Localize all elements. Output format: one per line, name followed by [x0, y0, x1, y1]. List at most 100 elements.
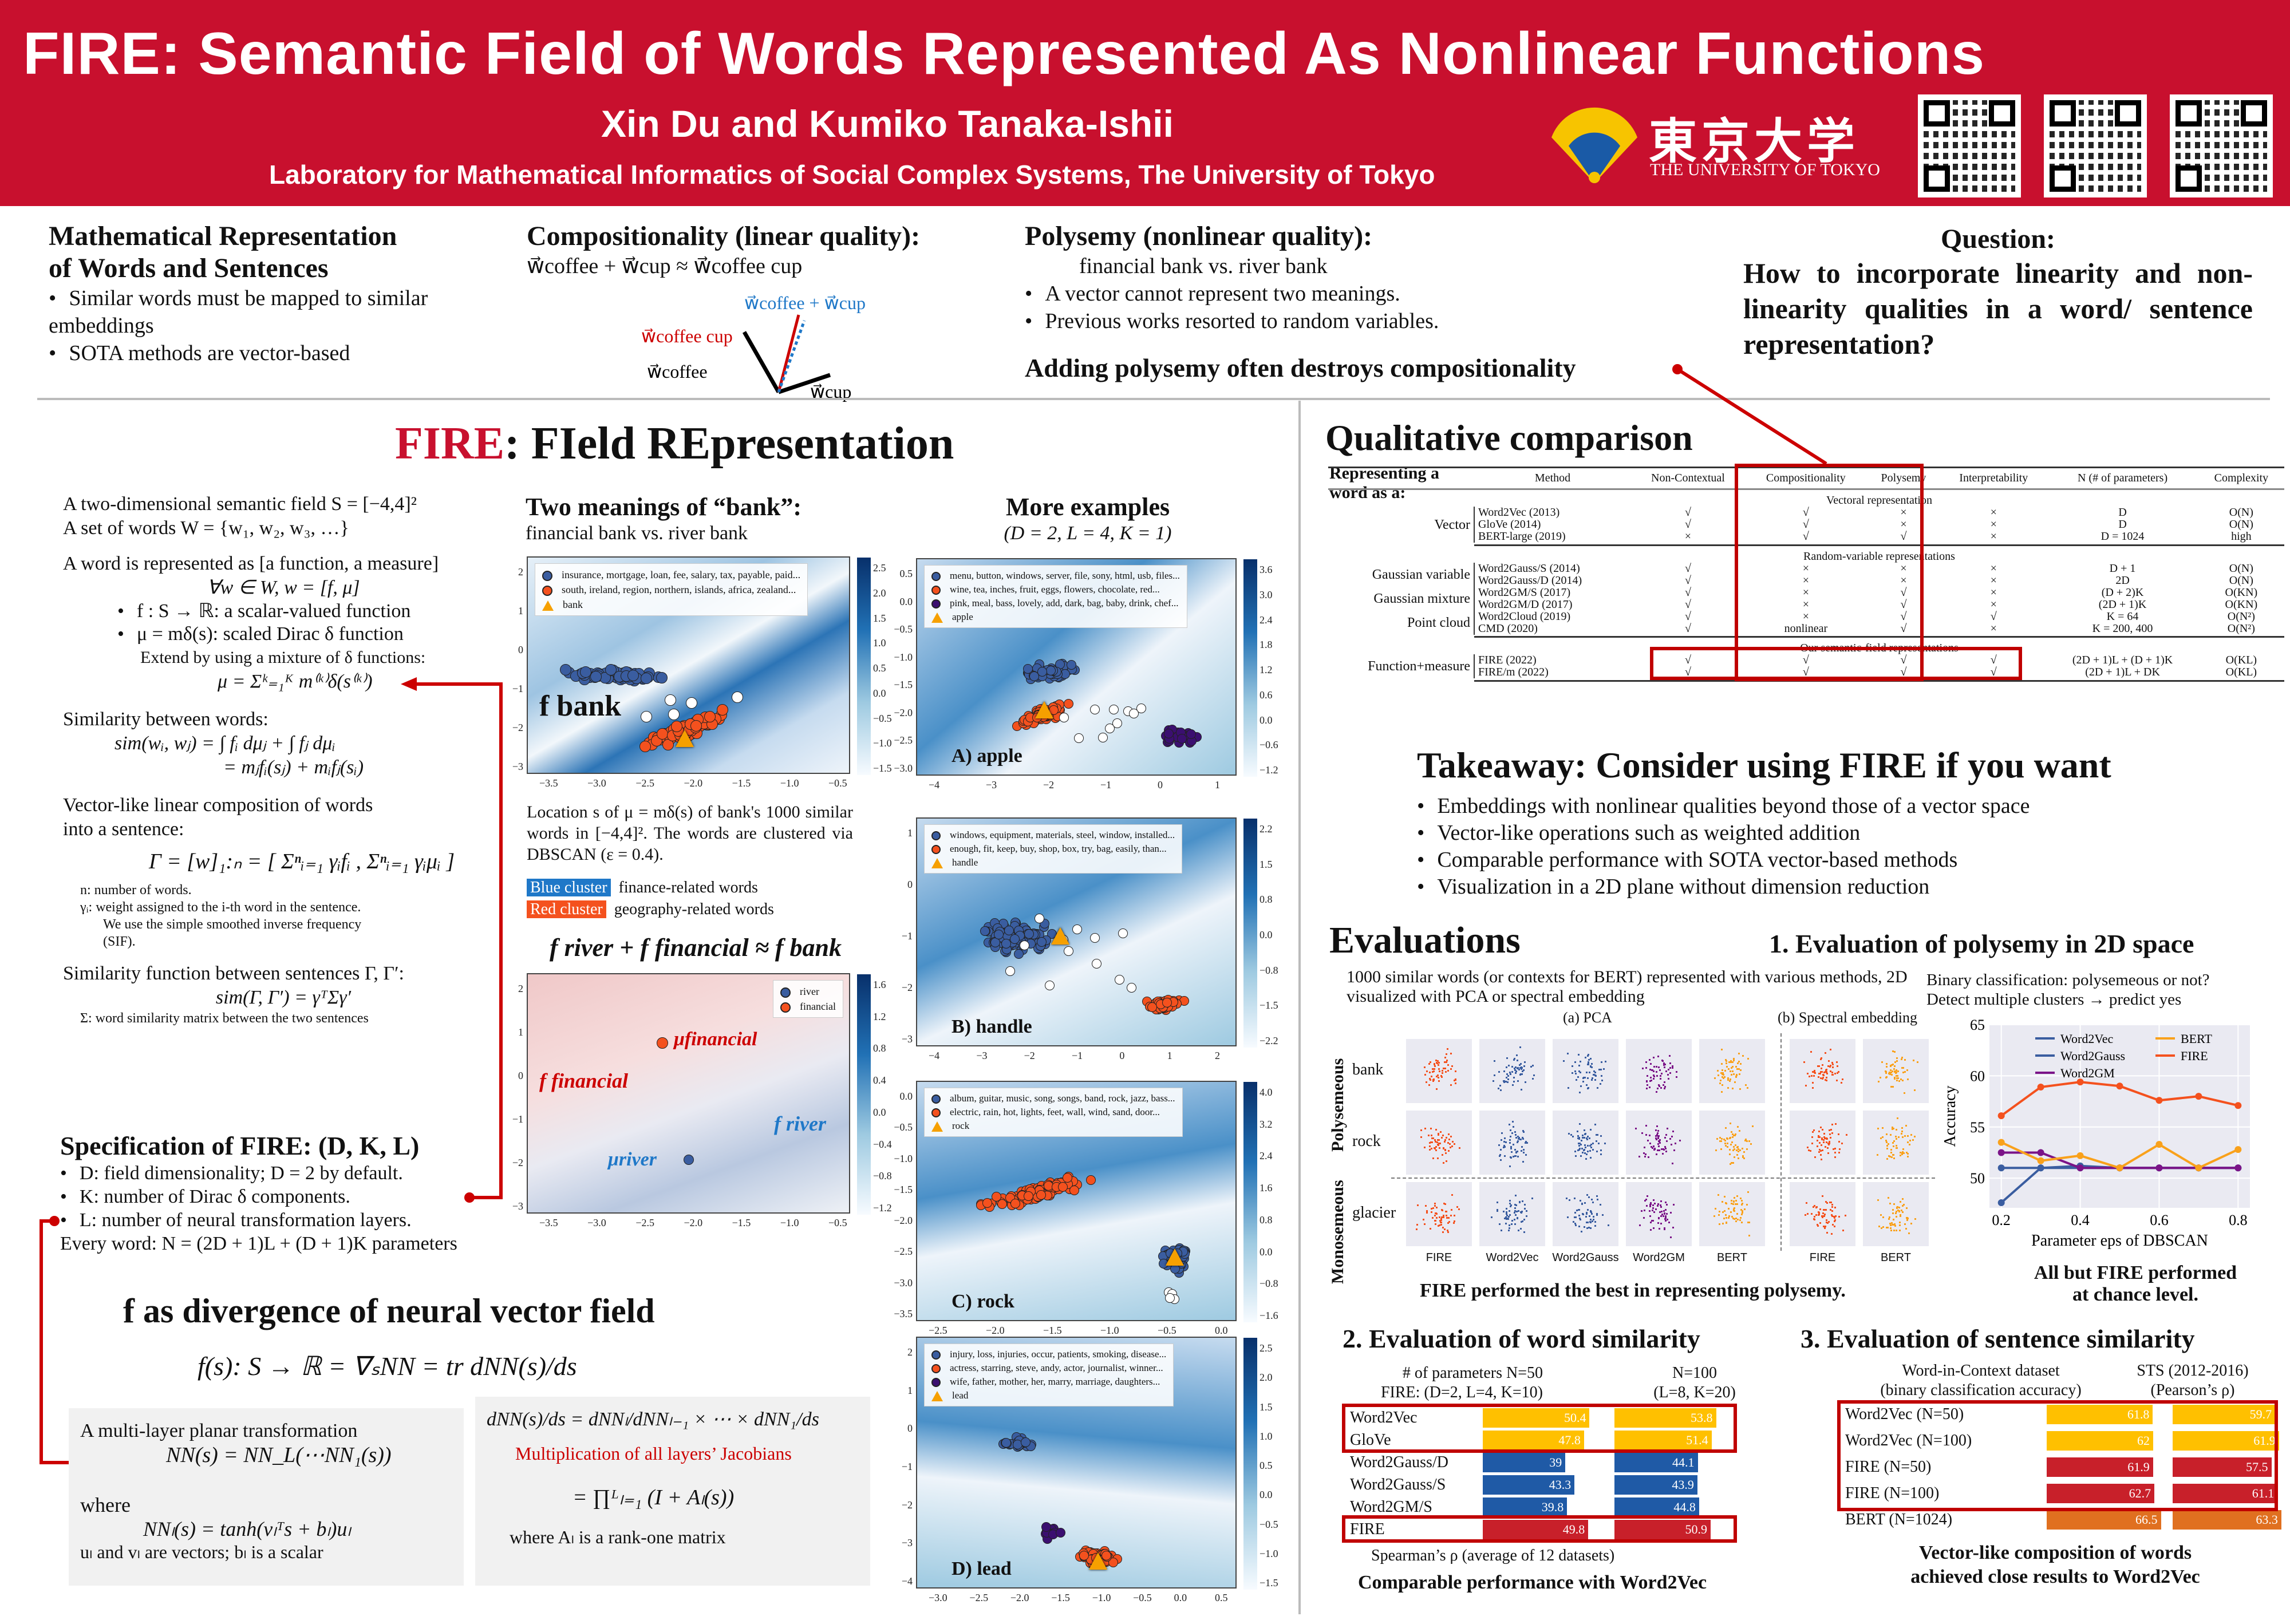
- embedding-point: [1518, 1137, 1520, 1139]
- embedding-point: [1416, 1228, 1418, 1231]
- cluster-point: [1098, 733, 1108, 743]
- embedding-point: [1438, 1076, 1440, 1078]
- embedding-point: [1514, 1195, 1517, 1197]
- embedding-point: [1885, 1141, 1888, 1143]
- embedding-point: [1579, 1218, 1581, 1220]
- cluster-point: [640, 710, 652, 722]
- embedding-point: [1894, 1077, 1896, 1080]
- poster-header: FIRE: Semantic Field of Words Represente…: [0, 0, 2290, 206]
- colorbar-tick: 0.0: [873, 687, 886, 699]
- embedding-point: [1820, 1158, 1822, 1160]
- embedding-point: [1448, 1143, 1451, 1145]
- embedding-point: [1590, 1222, 1592, 1224]
- legend-entry: insurance, mortgage, loan, fee, salary, …: [562, 569, 801, 580]
- embedding-point: [1442, 1154, 1444, 1156]
- takeaway-title: Takeaway: Consider using FIRE if you wan…: [1417, 745, 2111, 785]
- table-cell: O(KN): [2225, 586, 2258, 599]
- embedding-point: [1506, 1081, 1509, 1083]
- spec-heading: Specification of FIRE: (D, K, L): [60, 1131, 420, 1160]
- embedding-point: [1659, 1069, 1661, 1071]
- embedding-point: [1739, 1219, 1742, 1222]
- embedding-point: [1896, 1215, 1898, 1218]
- table-cell: 2D: [2115, 574, 2130, 587]
- table-cell: (2D + 1)K: [2098, 598, 2147, 611]
- embedding-point: [1713, 1077, 1716, 1079]
- table-cell: Word2Gauss/D (2014): [1473, 574, 1632, 587]
- embedding-point: [1891, 1126, 1893, 1128]
- colorbar-tick: 0.8: [873, 1042, 886, 1054]
- embedding-point: [1515, 1072, 1517, 1074]
- compositionality-equation: w⃗coffee + w⃗cup ≈ w⃗coffee cup: [527, 254, 803, 278]
- embedding-point: [1430, 1075, 1432, 1077]
- embedding-point: [1732, 1057, 1735, 1060]
- qr-code-paper[interactable]: [1918, 94, 2021, 197]
- embedding-point: [1589, 1215, 1591, 1217]
- embedding-point: [1732, 1162, 1735, 1164]
- embedding-point: [1420, 1129, 1423, 1131]
- embedding-point: [1720, 1090, 1723, 1093]
- qr-code-github[interactable]: [2044, 94, 2147, 197]
- embedding-point: [1731, 1202, 1733, 1204]
- embedding-point: [1599, 1082, 1601, 1085]
- embedding-point: [1741, 1200, 1743, 1202]
- embedding-point: [1664, 1218, 1667, 1220]
- embedding-point: [1899, 1200, 1901, 1203]
- embedding-point: [1497, 1210, 1499, 1212]
- table-cell: Word2Gauss/S (2014): [1473, 562, 1632, 575]
- embedding-subplot: [1699, 1039, 1765, 1103]
- table-cell: O(N): [2229, 574, 2253, 587]
- embedding-point: [1725, 1060, 1727, 1062]
- colorbar-tick: −0.8: [1260, 964, 1278, 976]
- embedding-point: [1450, 1209, 1452, 1211]
- embedding-subplot: [1553, 1039, 1618, 1103]
- target-word-marker: [676, 729, 694, 747]
- embedding-point: [1830, 1233, 1833, 1235]
- embedding-point: [1434, 1065, 1436, 1068]
- embedding-point: [1659, 1211, 1661, 1214]
- embedding-point: [1896, 1229, 1898, 1231]
- embedding-point: [1523, 1148, 1525, 1151]
- embedding-point: [1730, 1211, 1732, 1213]
- colorbar-tick: −1.0: [873, 737, 892, 749]
- embedding-point: [1721, 1076, 1723, 1078]
- embedding-point: [1653, 1227, 1655, 1230]
- table-cell: Word2GM/D (2017): [1473, 598, 1632, 611]
- embedding-point: [1580, 1085, 1582, 1088]
- equation: dNN(s)/ds = dNNₗ/dNNₗ₋₁ × ⋯ × dNN₁/ds: [487, 1409, 819, 1430]
- embedding-point: [1509, 1139, 1511, 1141]
- x-tick: 0.8: [2229, 1212, 2248, 1228]
- embedding-point: [1822, 1139, 1825, 1141]
- embedding-point: [1650, 1229, 1652, 1231]
- y-tick: 65: [1970, 1017, 1985, 1033]
- equation: sim(wᵢ, wⱼ) = ∫ fᵢ dμⱼ + ∫ fⱼ dμᵢ: [114, 733, 335, 754]
- embedding-point: [1823, 1227, 1826, 1229]
- qr-code-share[interactable]: [2170, 94, 2273, 197]
- embedding-point: [1899, 1224, 1901, 1226]
- embedding-point: [1723, 1218, 1726, 1220]
- embedding-point: [1647, 1140, 1649, 1142]
- embedding-point: [1736, 1125, 1739, 1128]
- plot-legend: river financial: [773, 980, 843, 1018]
- embedding-point: [1658, 1217, 1660, 1219]
- embedding-point: [1601, 1075, 1603, 1077]
- embedding-point: [1892, 1063, 1894, 1065]
- embedding-point: [1736, 1195, 1739, 1198]
- embedding-point: [1592, 1149, 1594, 1151]
- cluster-point: [627, 670, 639, 682]
- colorbar-tick: 3.0: [1260, 588, 1273, 600]
- table-cell: √: [1684, 518, 1691, 531]
- embedding-point: [1656, 1153, 1658, 1156]
- embedding-point: [1832, 1064, 1834, 1065]
- legend-entry: Word2Gauss: [2060, 1049, 2125, 1063]
- cluster-point: [560, 663, 572, 675]
- embedding-point: [1591, 1063, 1593, 1065]
- embedding-point: [1718, 1074, 1720, 1077]
- plot-legend: album, guitar, music, song, songs, band,…: [924, 1088, 1183, 1137]
- embedding-point: [1805, 1084, 1807, 1086]
- cluster-point: [731, 691, 743, 703]
- equation: μ = Σᵏ₌₁ᴷ m⁽ᵏ⁾δ(s⁽ᵏ⁾): [218, 671, 373, 692]
- embedding-point: [1890, 1227, 1892, 1229]
- embedding-point: [1731, 1131, 1733, 1133]
- legend-entry: south, ireland, region, northern, island…: [562, 584, 796, 595]
- equation: = ∏ᴸₗ₌₁ (I + Aₗ(s)): [572, 1485, 735, 1510]
